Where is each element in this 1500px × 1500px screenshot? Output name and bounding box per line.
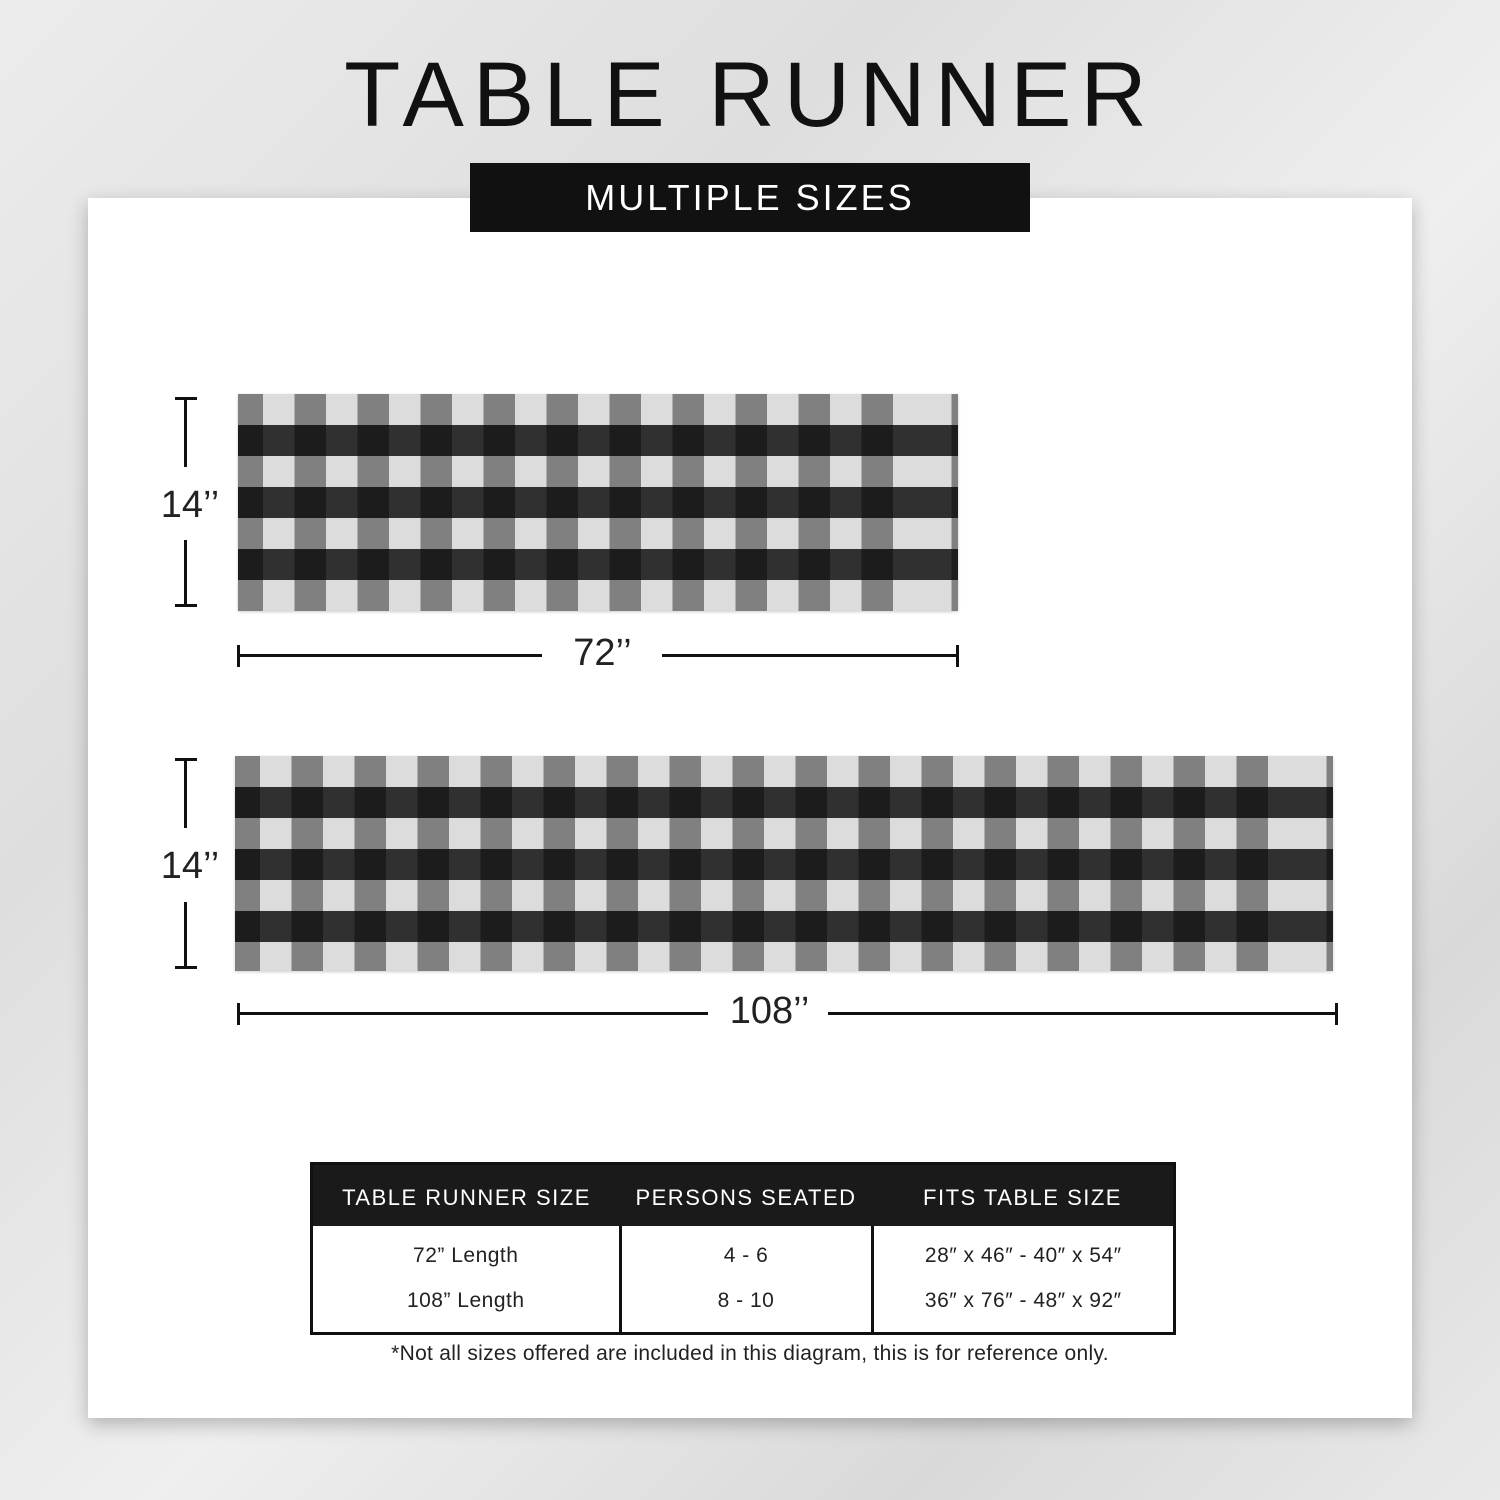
height-label-72: 14’’ <box>160 484 220 526</box>
footnote: *Not all sizes offered are included in t… <box>391 1342 1109 1365</box>
cell-fits: 36″ x 76″ - 48″ x 92″ <box>870 1278 1175 1334</box>
table-header-row: TABLE RUNNER SIZE PERSONS SEATED FITS TA… <box>311 1163 1175 1226</box>
page-title: TABLE RUNNER <box>344 44 1156 146</box>
width-label-72: 72’’ <box>573 632 632 674</box>
header-fits-table-size: FITS TABLE SIZE <box>872 1163 1175 1226</box>
cell-seated: 8 - 10 <box>618 1278 872 1334</box>
cell-size: 108” Length <box>406 1288 525 1312</box>
header-persons-seated: PERSONS SEATED <box>620 1163 872 1226</box>
header-runner-size: TABLE RUNNER SIZE <box>311 1163 620 1226</box>
subtitle-banner: MULTIPLE SIZES <box>470 163 1030 232</box>
width-label-108: 108’’ <box>729 990 810 1032</box>
table-row: 108” Length 8 - 10 36″ x 76″ - 48″ x 92″ <box>312 1278 1175 1334</box>
cell-fits: 28″ x 46″ - 40″ x 54″ <box>870 1226 1175 1278</box>
runner-72-image <box>238 394 958 611</box>
cell-size: 72” Length <box>413 1243 519 1267</box>
height-label-108: 14’’ <box>160 845 220 887</box>
table-row: 72” Length 4 - 6 28″ x 46″ - 40″ x 54″ <box>312 1226 1175 1278</box>
cell-seated: 4 - 6 <box>618 1226 872 1278</box>
runner-108-image <box>235 756 1333 971</box>
size-table: TABLE RUNNER SIZE PERSONS SEATED FITS TA… <box>310 1162 1176 1335</box>
